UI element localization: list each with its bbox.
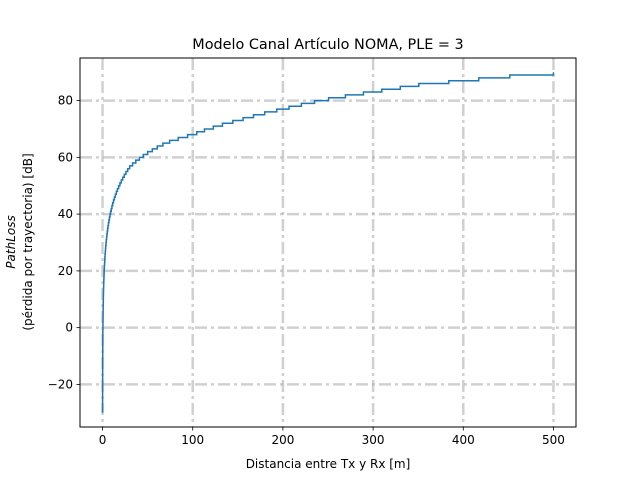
path-loss-line-0 — [101, 72, 555, 413]
y-axis-ticks: −20 0 20 40 60 80 — [48, 94, 80, 391]
x-axis-ticks: 0 100 200 300 400 500 — [99, 427, 565, 447]
y-tick-label: 40 — [58, 207, 73, 221]
x-axis-label: Distancia entre Tx y Rx [m] — [246, 457, 411, 471]
y-tick-label: 0 — [65, 321, 73, 335]
x-tick-label: 200 — [271, 433, 294, 447]
y-axis-label-line1: PathLoss — [4, 215, 18, 268]
x-tick-label: 500 — [542, 433, 565, 447]
y-axis-label-line2: (pérdida por trayectoria) [dB] — [21, 153, 35, 330]
x-tick-label: 300 — [362, 433, 385, 447]
y-tick-label: 20 — [58, 264, 73, 278]
series-layer — [101, 72, 555, 413]
x-tick-label: 100 — [181, 433, 204, 447]
chart-title: Modelo Canal Artículo NOMA, PLE = 3 — [192, 37, 463, 53]
y-tick-label: 60 — [58, 150, 73, 164]
x-tick-label: 400 — [452, 433, 475, 447]
y-tick-label: −20 — [48, 377, 73, 391]
plot-frame — [79, 57, 577, 428]
x-tick-label: 0 — [99, 433, 107, 447]
y-tick-label: 80 — [58, 94, 73, 108]
